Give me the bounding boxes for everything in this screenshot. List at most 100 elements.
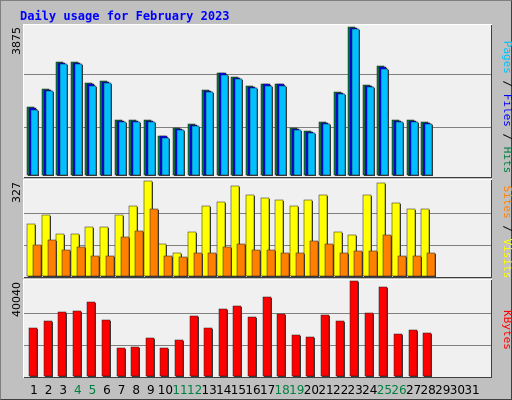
bar: [57, 311, 67, 377]
x-tick-label: 11: [172, 383, 187, 397]
bar: [134, 230, 144, 277]
x-tick-label: 26: [391, 383, 406, 397]
bar: [120, 236, 130, 277]
bar-sites-day-16: [251, 249, 261, 277]
bar-pages-day-14: [220, 74, 229, 176]
bar: [132, 121, 141, 176]
bar: [232, 305, 242, 377]
bar-sites-day-4: [76, 246, 86, 277]
bar-pages-day-27: [410, 121, 419, 176]
bar-kbytes-day-9: [145, 337, 155, 377]
bar: [90, 255, 100, 277]
legend-entry-visits: Visits: [501, 239, 512, 279]
bar: [72, 310, 82, 377]
bar: [159, 347, 169, 377]
x-tick-label: 17: [260, 383, 275, 397]
x-tick-label: 21: [318, 383, 333, 397]
bar: [176, 129, 185, 176]
bar: [307, 132, 316, 176]
bar: [260, 197, 270, 277]
bar-pages-day-1: [30, 109, 39, 176]
x-tick-label: 30: [450, 383, 465, 397]
bar: [247, 316, 257, 377]
bar-sites-day-8: [134, 230, 144, 277]
y-max-label: 40040: [10, 282, 23, 317]
x-tick-label: 14: [216, 383, 231, 397]
x-tick-label: 29: [435, 383, 450, 397]
bar-sites-day-15: [236, 243, 246, 277]
bar-pages-day-2: [45, 90, 54, 176]
x-tick-labels: 1 2 3 4 5 6 7 8 9 10 11 12 13 14 15 16 17 18 19 20 21 22 23 24 2…: [30, 383, 479, 397]
bar: [274, 199, 284, 277]
bar: [174, 339, 184, 377]
bar-sites-day-22: [339, 252, 349, 277]
bar: [264, 85, 273, 176]
bar-sites-day-10: [163, 255, 173, 277]
bar: [88, 85, 97, 176]
bar-kbytes-day-28: [422, 332, 432, 377]
bar: [163, 255, 173, 277]
bar: [412, 255, 422, 277]
bar: [116, 347, 126, 377]
bar-visits-day-13: [201, 205, 211, 277]
chart-title: Daily usage for February 2023: [20, 9, 230, 23]
x-tick-label: 8: [132, 383, 140, 397]
bar-pages-day-8: [132, 121, 141, 176]
bar: [118, 121, 127, 176]
bar: [266, 249, 276, 277]
bar: [406, 208, 416, 277]
bar: [395, 121, 404, 176]
bar: [74, 63, 83, 176]
bar-pages-day-22: [337, 93, 346, 176]
bar: [280, 252, 290, 277]
bar: [220, 74, 229, 176]
bar: [303, 199, 313, 277]
bar: [178, 256, 188, 277]
bar-kbytes-day-6: [101, 319, 111, 377]
bar-sites-day-3: [61, 249, 71, 277]
bar-pages-day-10: [161, 137, 170, 176]
x-tick-label: 18: [275, 383, 290, 397]
bar-visits-day-27: [406, 208, 416, 277]
legend-0: Pages / Files / Hits: [501, 41, 512, 174]
x-tick-label: 31: [464, 383, 479, 397]
bar: [378, 286, 388, 377]
bar-kbytes-day-13: [203, 327, 213, 377]
x-tick-label: 22: [333, 383, 348, 397]
legend-entry-hits: Hits: [501, 147, 512, 174]
bar: [32, 244, 42, 277]
bar-pages-day-16: [249, 87, 258, 176]
bar-kbytes-day-14: [218, 308, 228, 377]
bar: [47, 239, 57, 277]
bar: [382, 234, 392, 277]
bar-sites-day-25: [382, 234, 392, 277]
x-tick-label: 3: [59, 383, 67, 397]
bar: [351, 28, 360, 176]
bar: [251, 249, 261, 277]
bar-kbytes-day-10: [159, 347, 169, 377]
bar-kbytes-day-25: [378, 286, 388, 377]
bar: [149, 208, 159, 277]
bar: [234, 78, 243, 176]
bar: [295, 252, 305, 277]
bar-sites-day-23: [353, 250, 363, 277]
bar: [380, 68, 389, 176]
x-tick-label: 12: [187, 383, 202, 397]
bar: [105, 255, 115, 277]
bar: [145, 337, 155, 377]
legend-entry-pages: Pages: [501, 41, 512, 74]
bar-sites-day-14: [222, 246, 232, 277]
x-tick-label: 1: [30, 383, 38, 397]
legend-entry-kbytes: KBytes: [501, 310, 512, 350]
bar-sites-day-12: [193, 252, 203, 277]
bar-pages-day-17: [264, 85, 273, 176]
bar-visits-day-28: [420, 208, 430, 277]
bar-visits-day-14: [216, 201, 226, 277]
bar: [236, 243, 246, 277]
bar-pages-day-26: [395, 121, 404, 176]
chart-panel-hits-files-pages: 3875: [10, 24, 492, 178]
bar: [339, 252, 349, 277]
bar-sites-day-13: [207, 252, 217, 277]
bar-pages-day-28: [424, 123, 433, 176]
bar: [86, 301, 96, 377]
